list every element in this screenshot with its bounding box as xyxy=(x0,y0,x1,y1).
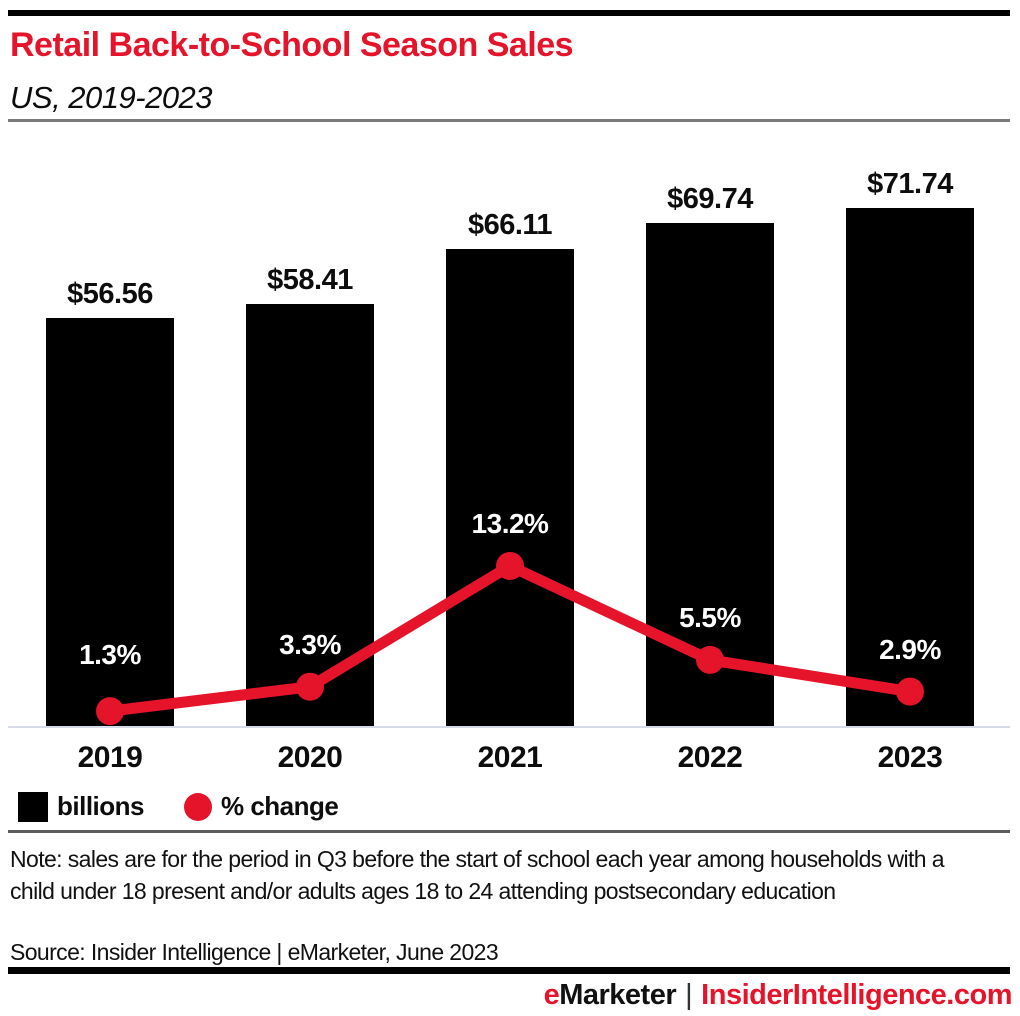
chart-legend: billions % change xyxy=(18,791,378,822)
brand-first-letter: e xyxy=(543,979,560,1011)
legend-item-billions: billions xyxy=(18,791,145,822)
x-axis-label: 2019 xyxy=(77,741,143,774)
legend-divider xyxy=(8,830,1010,833)
pct-change-label: 3.3% xyxy=(279,628,341,660)
pct-change-label: 13.2% xyxy=(471,507,549,539)
brand-site-link[interactable]: InsiderIntelligence.com xyxy=(701,979,1012,1011)
top-rule xyxy=(8,10,1010,16)
x-axis-label: 2021 xyxy=(477,741,543,774)
chart-source: Source: Insider Intelligence | eMarketer… xyxy=(10,939,499,965)
bar-value-label: $69.74 xyxy=(667,183,753,215)
bar-2023 xyxy=(846,208,974,727)
line-point-2020 xyxy=(296,672,324,701)
bar-2021 xyxy=(446,249,574,727)
brand-rest: Marketer xyxy=(559,979,677,1011)
pct-change-label: 2.9% xyxy=(879,633,941,665)
pct-change-label: 5.5% xyxy=(679,601,741,633)
combo-chart: $56.56 2019 $58.41 2020 $66.11 2021 $69.74 2022… xyxy=(0,130,1020,790)
line-point-2023 xyxy=(896,677,924,706)
legend-label: % change xyxy=(221,791,339,821)
title-divider xyxy=(8,119,1010,122)
x-axis-baseline xyxy=(8,726,1010,728)
x-axis-label: 2022 xyxy=(677,741,743,774)
brand-separator: | xyxy=(685,979,693,1011)
pct-change-line xyxy=(96,551,924,726)
bar-value-label: $66.11 xyxy=(467,209,553,241)
page-subtitle: US, 2019-2023 xyxy=(10,80,213,115)
line-point-2022 xyxy=(696,645,724,674)
bar-swatch-icon xyxy=(18,791,48,822)
legend-item-pct-change: % change xyxy=(184,791,339,822)
x-axis-label: 2020 xyxy=(277,741,343,774)
line-point-2021 xyxy=(496,551,524,580)
chart-note: Note: sales are for the period in Q3 bef… xyxy=(10,846,945,904)
bar-value-label: $71.74 xyxy=(867,168,953,200)
bar-value-label: $56.56 xyxy=(67,278,153,310)
line-swatch-icon xyxy=(184,792,212,821)
line-point-2019 xyxy=(96,697,124,726)
page-title: Retail Back-to-School Season Sales xyxy=(10,26,574,64)
footer-divider xyxy=(8,967,1010,974)
legend-label: billions xyxy=(57,791,145,821)
x-axis-label: 2023 xyxy=(877,741,943,774)
footer-brand: e Marketer | InsiderIntelligence.com xyxy=(543,979,1013,1012)
bar-2019 xyxy=(46,318,174,727)
bar-value-label: $58.41 xyxy=(267,264,353,296)
pct-change-label: 1.3% xyxy=(79,639,141,671)
